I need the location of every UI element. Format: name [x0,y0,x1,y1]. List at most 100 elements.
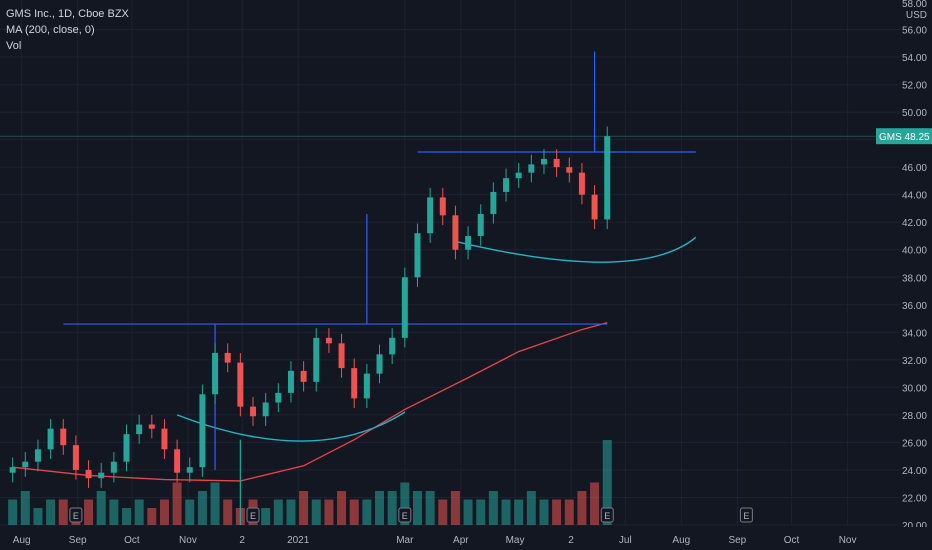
price-tick-label: 42.00 [902,218,927,229]
volume-bar [337,491,347,525]
price-tick-label: 24.00 [902,466,927,477]
currency-label: USD [906,10,927,21]
price-tick-label-top: 58.00 [902,0,927,10]
candle-body [465,235,472,250]
last-price-tag[interactable] [876,128,932,145]
candle-body [439,197,446,216]
earnings-badge[interactable] [69,507,83,523]
volume-bar [564,499,574,525]
earnings-badge[interactable] [246,507,260,523]
cup-right-arc[interactable] [455,236,697,263]
candle-body [123,434,130,462]
volume-bar [122,508,132,525]
candle-body [414,233,421,278]
volume-bar [96,491,106,525]
earnings-marker[interactable]: E [69,507,83,523]
volume-bars [8,440,612,525]
volume-bar [286,499,296,525]
candle-body [72,445,79,470]
candle-body [47,428,54,450]
volume-bar [577,491,587,525]
candle-body [578,172,585,195]
price-tick-label: 34.00 [902,328,927,339]
time-tick-label: May [506,535,525,546]
volume-bar [349,499,359,525]
candle-body [490,191,497,214]
time-tick-label: Sep [69,535,87,546]
earnings-badge[interactable] [739,507,753,523]
candle-body [110,461,117,473]
time-tick-label: Nov [179,535,197,546]
volume-bar [602,440,612,525]
price-tick-label: 36.00 [902,301,927,312]
candle-body [503,178,510,192]
time-axis-bg [0,527,932,550]
price-tick-label: 56.00 [902,26,927,37]
volume-bar [387,491,397,525]
volume-bar [273,499,283,525]
time-tick-label: Aug [672,535,690,546]
earnings-marker[interactable]: E [246,507,260,523]
volume-bar [134,499,144,525]
volume-legend[interactable]: Vol [6,40,22,52]
earnings-badge[interactable] [398,507,412,523]
time-tick-label: Nov [839,535,857,546]
time-tick-label: Sep [728,535,746,546]
volume-bar [8,499,18,525]
volume-bar [185,499,195,525]
time-axis[interactable]: Aug Sep Oct Nov 2 2021 Mar Apr May 2 Jul Aug Sep Oct N… [0,527,932,550]
candle-body [528,164,535,173]
time-tick-label: Mar [396,535,414,546]
volume-bar [488,491,498,525]
volume-bar [514,499,524,525]
candle-body [161,428,168,450]
earnings-badge[interactable] [600,507,614,523]
volume-bar [147,508,157,525]
price-tick-label: 28.00 [902,411,927,422]
candle-body [60,428,67,446]
candle-body [540,158,547,165]
candle-body [300,370,307,382]
volume-bar [109,499,119,525]
time-tick-label: Aug [13,535,31,546]
volume-bar [450,491,460,525]
price-axis-bg [900,0,932,550]
candle-body [136,424,143,435]
price-tick-label: 52.00 [902,81,927,92]
volume-bar [324,499,334,525]
volume-bar [590,482,600,525]
volume-bar [223,499,233,525]
earnings-label: E [743,511,749,521]
symbol-legend[interactable]: GMS Inc., 1D, Cboe BZX [6,8,129,20]
grid [0,0,900,526]
time-tick-label: Oct [784,535,800,546]
earnings-label: E [250,511,256,521]
candle-body [250,406,257,417]
candle-body [477,213,484,236]
time-tick-label: Oct [124,535,140,546]
earnings-label: E [73,511,79,521]
cup-arcs[interactable] [176,236,697,442]
volume-bar [58,499,68,525]
volume-bar [425,491,435,525]
price-tick-label: 26.00 [902,438,927,449]
volume-bar [33,508,43,525]
candle-body [98,472,105,479]
candle-body [604,136,611,220]
volume-bar [197,491,207,525]
earnings-label: E [604,511,610,521]
volume-bar [375,491,385,525]
volume-bar [311,499,321,525]
candle-body [85,469,92,479]
earnings-marker[interactable]: E [600,507,614,523]
earnings-marker[interactable]: E [739,507,753,523]
cup-left-arc[interactable] [176,411,406,442]
earnings-marker[interactable]: E [398,507,412,523]
volume-bar [438,499,448,525]
earnings-label: E [402,511,408,521]
ma-legend[interactable]: MA (200, close, 0) [6,24,95,36]
